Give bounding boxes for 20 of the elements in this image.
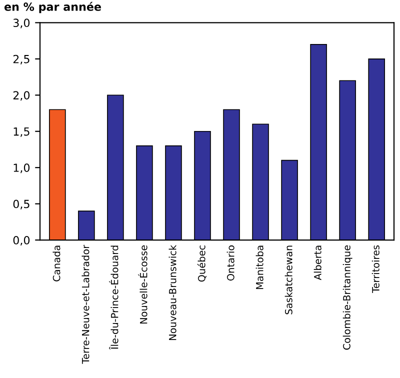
y-tick-label: 2,5 xyxy=(13,54,30,64)
y-tick-label: 3,0 xyxy=(13,18,30,28)
y-tick-label: 1,0 xyxy=(14,164,30,174)
x-tick-label: Terre-Neuve-et-Labrador xyxy=(82,244,90,364)
x-tick-label: Colombie-Britannique xyxy=(342,245,352,350)
x-tick-label: Ontario xyxy=(226,245,234,281)
x-tick-label: Saskatchewan xyxy=(284,246,292,314)
x-tick-label: Nouveau-Brunswick xyxy=(168,244,176,340)
y-tick-label: 1,5 xyxy=(14,127,30,137)
x-tick-label: Alberta xyxy=(314,246,322,280)
x-tick-label: Québec xyxy=(197,245,206,282)
y-tick-label: 0,5 xyxy=(13,200,30,210)
x-tick-label: Île-du-Prince-Édouard xyxy=(109,246,118,350)
y-axis-title: en % par année xyxy=(4,2,101,14)
y-tick-label: 2,0 xyxy=(13,91,30,101)
y-tick-label: 0,0 xyxy=(13,236,30,246)
x-tick-label: Manitoba xyxy=(256,246,264,290)
x-tick-label: Territoires xyxy=(372,245,380,293)
x-tick-label: Nouvelle-Écosse xyxy=(138,245,148,324)
x-tick-label: Canada xyxy=(52,246,60,282)
